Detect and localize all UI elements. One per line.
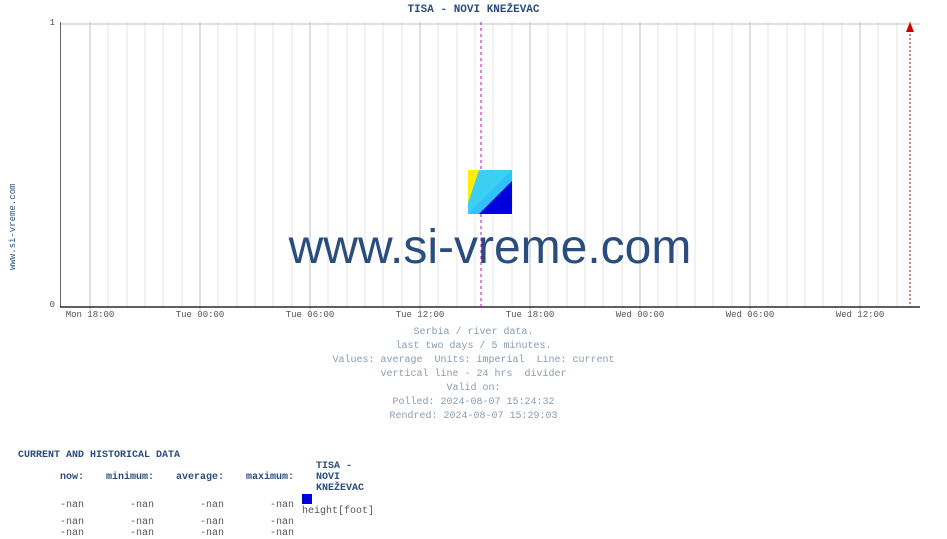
chart-title: TISA - NOVI KNEŽEVAC [0, 4, 947, 16]
cell: -nan [88, 517, 158, 528]
col-now: now: [18, 461, 88, 494]
table-row: -nan -nan -nan -nan [18, 528, 378, 539]
cell: -nan [18, 494, 88, 517]
caption-line: Rendred: 2024-08-07 15:29:03 [0, 410, 947, 424]
cell: -nan [228, 494, 298, 517]
cell: -nan [228, 528, 298, 539]
caption-line: last two days / 5 minutes. [0, 340, 947, 354]
cell: -nan [158, 528, 228, 539]
cell: -nan [228, 517, 298, 528]
caption-line: Valid on: [0, 382, 947, 396]
ytick-1: 1 [35, 18, 55, 28]
side-website-label: www.si-vreme.com [8, 184, 18, 270]
col-avg: average: [158, 461, 228, 494]
legend-text: height[foot] [302, 506, 374, 517]
col-min: minimum: [88, 461, 158, 494]
cell: -nan [158, 517, 228, 528]
caption-line: Values: average Units: imperial Line: cu… [0, 354, 947, 368]
table-row: -nan -nan -nan -nan height[foot] [18, 494, 378, 517]
cell: -nan [88, 528, 158, 539]
legend-entry: height[foot] [298, 494, 378, 517]
cell: -nan [18, 528, 88, 539]
legend-swatch-icon [302, 494, 312, 504]
data-block: CURRENT AND HISTORICAL DATA now: minimum… [18, 450, 378, 539]
data-table: now: minimum: average: maximum: TISA - N… [18, 461, 378, 539]
series-name: TISA - NOVI KNEŽEVAC [298, 461, 378, 494]
caption-line: Serbia / river data. [0, 326, 947, 340]
ytick-0: 0 [35, 300, 55, 310]
chart-caption: Serbia / river data. last two days / 5 m… [0, 326, 947, 424]
caption-line: vertical line - 24 hrs divider [0, 368, 947, 382]
data-block-title: CURRENT AND HISTORICAL DATA [18, 450, 378, 461]
cell: -nan [88, 494, 158, 517]
caption-line: Polled: 2024-08-07 15:24:32 [0, 396, 947, 410]
cell: -nan [158, 494, 228, 517]
chart-plot [60, 22, 920, 307]
cell: -nan [18, 517, 88, 528]
table-row: -nan -nan -nan -nan [18, 517, 378, 528]
col-max: maximum: [228, 461, 298, 494]
